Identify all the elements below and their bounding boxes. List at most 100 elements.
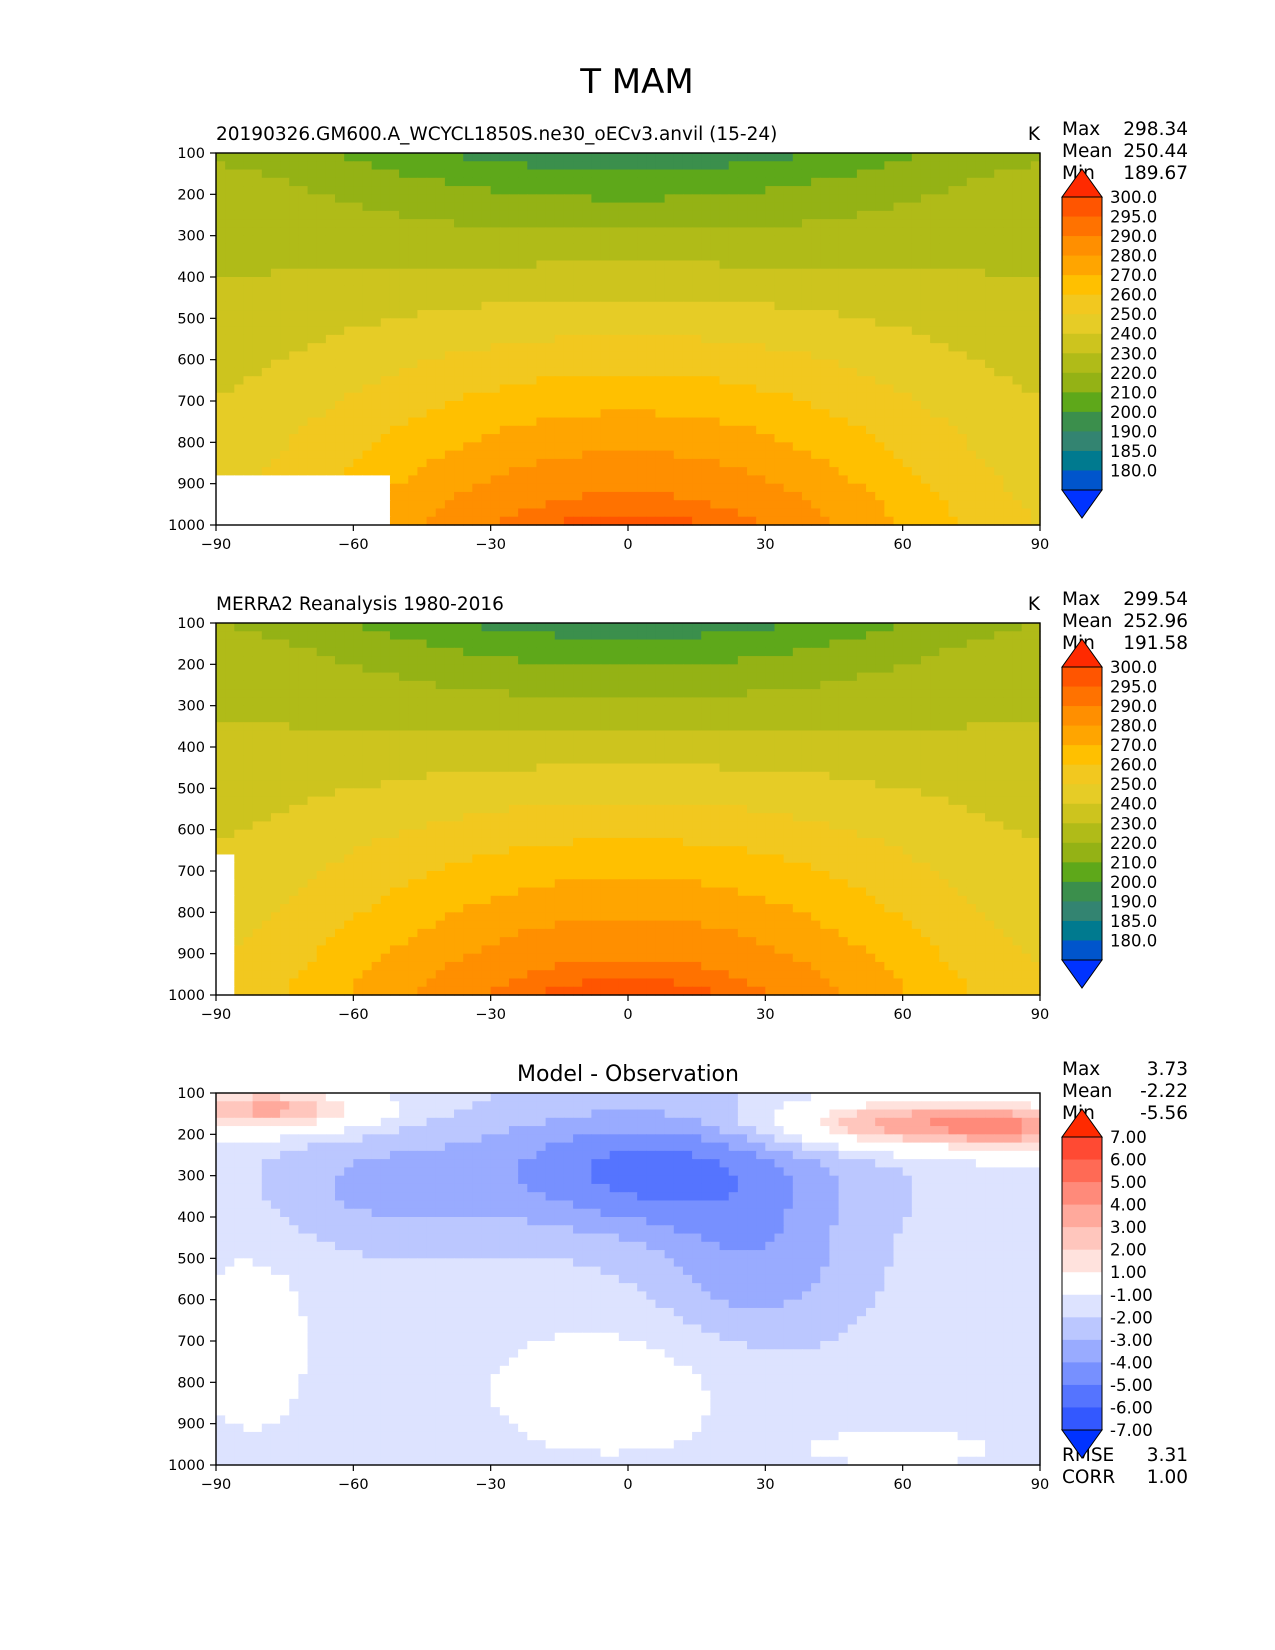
field-cell [728, 260, 739, 270]
field-cell [563, 409, 574, 419]
field-cell [508, 458, 519, 468]
field-cell [353, 672, 364, 682]
field-cell [756, 639, 766, 649]
field-cell [417, 252, 428, 262]
field-cell [966, 219, 977, 228]
field-cell [435, 227, 446, 237]
field-cell [389, 310, 400, 319]
field-cell [682, 326, 693, 336]
field-cell [518, 384, 528, 394]
field-cell [563, 243, 574, 253]
field-cell [1003, 326, 1014, 336]
field-cell [518, 318, 528, 328]
field-cell [582, 186, 592, 195]
field-cell [673, 384, 684, 394]
field-cell [252, 483, 263, 493]
field-cell [628, 161, 638, 171]
field-cell [728, 277, 739, 286]
field-cell [1030, 491, 1041, 501]
field-cell [545, 293, 556, 303]
field-cell [975, 326, 986, 336]
field-cell [444, 285, 455, 295]
field-cell [527, 202, 538, 212]
field-cell [920, 491, 931, 501]
field-cell [225, 672, 235, 682]
field-cell [225, 260, 235, 270]
field-cell [829, 219, 840, 228]
field-cell [966, 623, 977, 632]
field-cell [948, 483, 959, 493]
field-cell [371, 442, 382, 452]
field-cell [444, 367, 455, 377]
field-cell [975, 680, 986, 690]
field-cell [527, 277, 538, 286]
field-cell [801, 434, 812, 443]
field-cell [838, 186, 849, 195]
field-cell [536, 219, 547, 228]
field-cell [582, 310, 592, 319]
field-cell [234, 186, 245, 195]
field-cell [957, 318, 968, 328]
field-cell [939, 177, 950, 187]
field-cell [307, 318, 318, 328]
field-cell [554, 516, 565, 526]
field-cell [481, 227, 492, 237]
field-cell [930, 467, 940, 476]
field-cell [362, 623, 373, 632]
field-cell [902, 425, 913, 435]
field-cell [609, 631, 620, 641]
field-cell [792, 656, 803, 665]
field-cell [554, 169, 565, 179]
field-cell [591, 318, 602, 328]
field-cell [444, 277, 455, 286]
field-cell [252, 227, 263, 237]
field-cell [884, 243, 895, 253]
field-cell [426, 647, 437, 657]
field-cell [463, 508, 473, 518]
field-cell [243, 376, 254, 386]
field-cell [270, 500, 281, 510]
field-cell [985, 631, 995, 641]
field-cell [481, 639, 492, 649]
field-cell [673, 177, 684, 187]
field-cell [298, 219, 309, 228]
field-cell [948, 392, 959, 402]
field-cell [628, 177, 638, 187]
field-cell [994, 202, 1004, 212]
field-cell [930, 508, 940, 518]
field-cell [838, 367, 849, 377]
field-cell [1012, 458, 1023, 468]
field-cell [1021, 293, 1032, 303]
field-cell [637, 326, 647, 336]
field-cell [765, 210, 776, 220]
field-cell [600, 483, 611, 493]
field-cell [811, 392, 821, 402]
field-cell [975, 631, 986, 641]
field-cell [573, 425, 583, 435]
field-cell [261, 334, 272, 344]
field-cell [499, 334, 510, 344]
field-cell [270, 442, 281, 452]
field-cell [554, 458, 565, 468]
field-cell [417, 508, 428, 518]
field-cell [454, 409, 464, 419]
field-cell [1030, 689, 1041, 698]
field-cell [234, 367, 245, 377]
field-cell [353, 351, 364, 361]
field-cell [609, 359, 620, 369]
field-cell [362, 392, 373, 402]
field-cell [508, 483, 519, 493]
field-cell [234, 285, 245, 295]
field-cell [527, 293, 538, 303]
field-cell [820, 177, 831, 187]
field-cell [609, 210, 620, 220]
field-cell [884, 293, 895, 303]
field-cell [866, 334, 876, 344]
field-cell [939, 516, 950, 526]
field-cell [408, 243, 419, 253]
field-cell [554, 425, 565, 435]
field-cell [994, 467, 1004, 476]
field-cell [792, 442, 803, 452]
field-cell [920, 417, 931, 427]
field-cell [765, 318, 776, 328]
